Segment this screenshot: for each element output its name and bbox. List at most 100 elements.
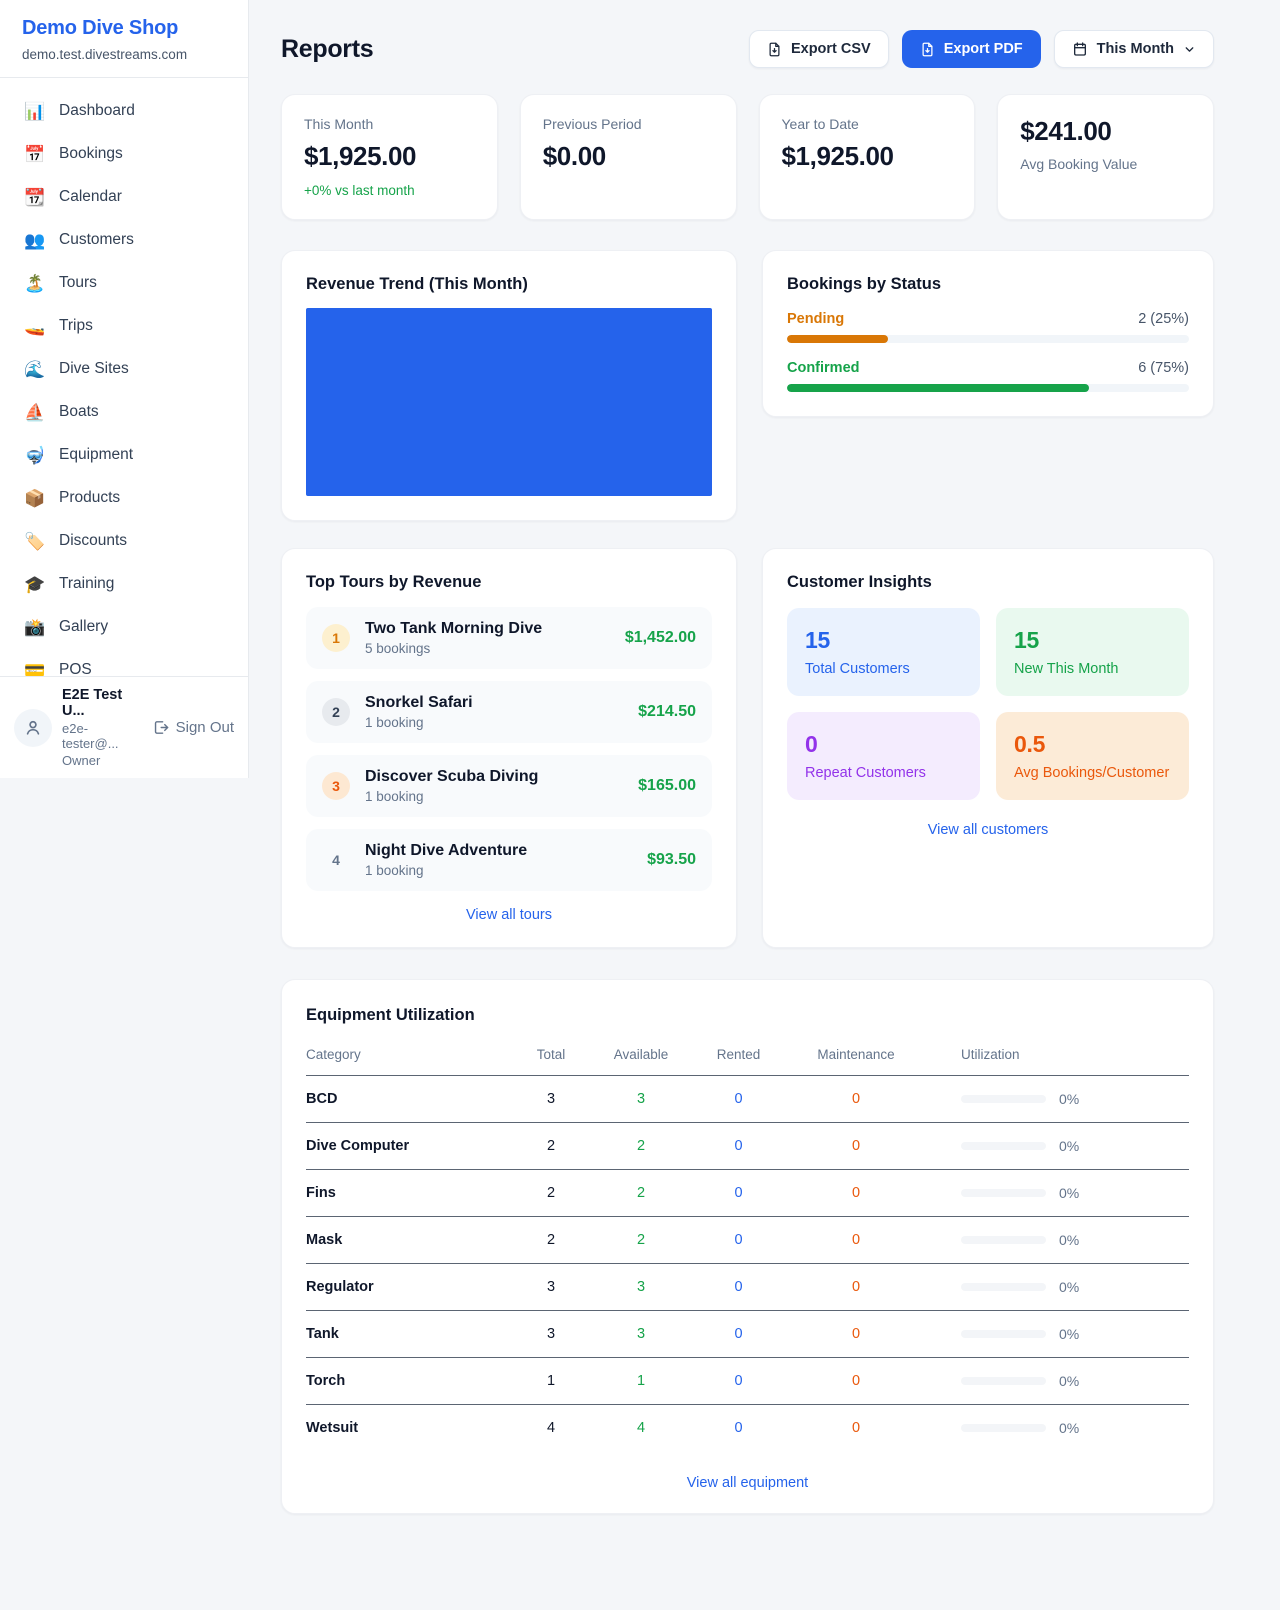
sidebar-item-products[interactable]: 📦 Products bbox=[14, 481, 234, 515]
insight-tile-total-customers: 15 Total Customers bbox=[787, 608, 980, 696]
sidebar-item-label: Customers bbox=[59, 231, 134, 248]
cell-category: Dive Computer bbox=[306, 1122, 506, 1170]
cell-available: 3 bbox=[596, 1075, 686, 1123]
cell-rented: 0 bbox=[686, 1310, 791, 1358]
sign-out-button[interactable]: Sign Out bbox=[152, 719, 234, 736]
export-csv-button[interactable]: Export CSV bbox=[748, 30, 889, 68]
insight-tile-new-this-month: 15 New This Month bbox=[996, 608, 1189, 696]
top-tours-title: Top Tours by Revenue bbox=[306, 573, 482, 591]
sidebar-item-equipment[interactable]: 🤿 Equipment bbox=[14, 438, 234, 472]
sidebar-item-label: Bookings bbox=[59, 145, 123, 162]
cell-category: Wetsuit bbox=[306, 1420, 359, 1436]
period-select[interactable]: This Month bbox=[1053, 30, 1214, 68]
insights-row: Top Tours by Revenue 1 Two Tank Morning … bbox=[281, 548, 1214, 948]
person-icon bbox=[26, 720, 40, 735]
brand-name[interactable]: Demo Dive Shop bbox=[22, 17, 179, 39]
cell-maintenance: 0 bbox=[791, 1216, 921, 1264]
stat-value: $0.00 bbox=[542, 141, 606, 171]
status-value: 6 (75%) bbox=[1138, 360, 1189, 376]
export-csv-label: Export CSV bbox=[790, 41, 871, 57]
column-header-maintenance: Maintenance bbox=[791, 1041, 921, 1076]
revenue-trend-chart bbox=[306, 308, 712, 496]
sidebar-item-label: Tours bbox=[59, 274, 97, 291]
cell-total: 1 bbox=[506, 1357, 596, 1405]
sidebar-item-training[interactable]: 🎓 Training bbox=[14, 567, 234, 601]
bookings-calendar-icon: 📅 bbox=[24, 144, 46, 164]
utilization-percent: 0% bbox=[1059, 1326, 1080, 1342]
sidebar-item-pos[interactable]: 💳 POS bbox=[14, 653, 234, 687]
stat-label: Year to Date bbox=[781, 116, 859, 132]
equipment-table: Category Total Available Rented Maintena… bbox=[306, 1041, 1189, 1451]
stats-grid: This Month $1,925.00 +0% vs last month P… bbox=[281, 94, 1214, 220]
customers-icon: 👥 bbox=[24, 230, 46, 250]
cell-maintenance: 0 bbox=[791, 1075, 921, 1123]
tour-rank-badge: 1 bbox=[322, 624, 350, 652]
tour-item[interactable]: 2 Snorkel Safari 1 booking $214.50 bbox=[306, 681, 712, 743]
view-all-tours-link[interactable]: View all tours bbox=[466, 907, 552, 923]
sidebar-item-label: Calendar bbox=[59, 188, 122, 205]
sidebar-item-bookings[interactable]: 📅 Bookings bbox=[14, 137, 234, 171]
sidebar-nav: 📊 Dashboard 📅 Bookings 📆 Calendar 👥 Cust… bbox=[0, 78, 248, 703]
cell-total: 2 bbox=[506, 1169, 596, 1217]
tag-icon: 🏷️ bbox=[24, 531, 46, 551]
export-pdf-button[interactable]: Export PDF bbox=[901, 30, 1041, 68]
cell-total: 2 bbox=[506, 1122, 596, 1170]
customer-insights-title: Customer Insights bbox=[787, 573, 932, 591]
utilization-bar bbox=[961, 1377, 1046, 1385]
sidebar-item-dive-sites[interactable]: 🌊 Dive Sites bbox=[14, 352, 234, 386]
tour-revenue: $1,452.00 bbox=[624, 629, 696, 646]
user-name: E2E Test U... bbox=[62, 687, 123, 719]
cell-maintenance: 0 bbox=[791, 1169, 921, 1217]
sidebar-item-dashboard[interactable]: 📊 Dashboard bbox=[14, 94, 234, 128]
view-all-equipment-link[interactable]: View all equipment bbox=[686, 1475, 809, 1491]
export-pdf-label: Export PDF bbox=[943, 41, 1023, 57]
tour-bookings: 1 booking bbox=[365, 863, 424, 878]
tour-name: Night Dive Adventure bbox=[365, 842, 528, 859]
cell-available: 1 bbox=[596, 1357, 686, 1405]
sidebar-item-discounts[interactable]: 🏷️ Discounts bbox=[14, 524, 234, 558]
utilization-bar bbox=[961, 1142, 1046, 1150]
charts-row: Revenue Trend (This Month) Bookings by S… bbox=[281, 250, 1214, 521]
sidebar: Demo Dive Shop demo.test.divestreams.com… bbox=[0, 0, 249, 778]
main-content: Reports Export CSV Export PDF bbox=[250, 0, 1280, 1554]
cell-total: 4 bbox=[546, 1420, 556, 1436]
cell-category: Mask bbox=[306, 1216, 506, 1264]
cell-maintenance: 0 bbox=[851, 1420, 861, 1436]
sidebar-item-trips[interactable]: 🚤 Trips bbox=[14, 309, 234, 343]
utilization-percent: 0% bbox=[1059, 1185, 1080, 1201]
insight-value: 0 bbox=[805, 731, 818, 757]
bookings-by-status-title: Bookings by Status bbox=[787, 275, 942, 293]
tour-item[interactable]: 4 Night Dive Adventure 1 booking $93.50 bbox=[306, 829, 712, 891]
sidebar-item-boats[interactable]: ⛵ Boats bbox=[14, 395, 234, 429]
cell-available: 2 bbox=[596, 1216, 686, 1264]
insight-tile-repeat-customers: 0 Repeat Customers bbox=[787, 712, 980, 800]
stat-label: Avg Booking Value bbox=[1020, 156, 1138, 172]
tour-item[interactable]: 3 Discover Scuba Diving 1 booking $165.0… bbox=[306, 755, 712, 817]
tour-item[interactable]: 1 Two Tank Morning Dive 5 bookings $1,45… bbox=[306, 607, 712, 669]
brand-section: Demo Dive Shop demo.test.divestreams.com bbox=[0, 0, 248, 78]
period-label: This Month bbox=[1096, 41, 1174, 57]
cell-rented: 0 bbox=[686, 1357, 791, 1405]
status-row-confirmed: Confirmed 6 (75%) bbox=[787, 360, 1189, 392]
stat-label: Previous Period bbox=[542, 116, 642, 132]
sidebar-item-calendar[interactable]: 📆 Calendar bbox=[14, 180, 234, 214]
page-title: Reports bbox=[281, 34, 374, 63]
utilization-bar bbox=[961, 1330, 1046, 1338]
sidebar-item-label: Products bbox=[59, 489, 121, 506]
cell-rented: 0 bbox=[686, 1075, 791, 1123]
logout-icon bbox=[154, 721, 168, 734]
status-bar-fill bbox=[787, 335, 888, 343]
package-icon: 📦 bbox=[24, 488, 46, 508]
view-all-customers-link[interactable]: View all customers bbox=[927, 822, 1049, 838]
cell-rented: 0 bbox=[686, 1263, 791, 1311]
stat-card-year-to-date: Year to Date $1,925.00 bbox=[758, 94, 976, 220]
column-header-total: Total bbox=[506, 1041, 596, 1076]
sidebar-item-gallery[interactable]: 📸 Gallery bbox=[14, 610, 234, 644]
cell-rented: 0 bbox=[686, 1122, 791, 1170]
sidebar-item-customers[interactable]: 👥 Customers bbox=[14, 223, 234, 257]
status-label: Pending bbox=[787, 311, 845, 327]
file-download-icon bbox=[769, 42, 780, 56]
sidebar-item-tours[interactable]: 🏝️ Tours bbox=[14, 266, 234, 300]
cell-total: 2 bbox=[506, 1216, 596, 1264]
revenue-trend-card: Revenue Trend (This Month) bbox=[281, 250, 737, 521]
